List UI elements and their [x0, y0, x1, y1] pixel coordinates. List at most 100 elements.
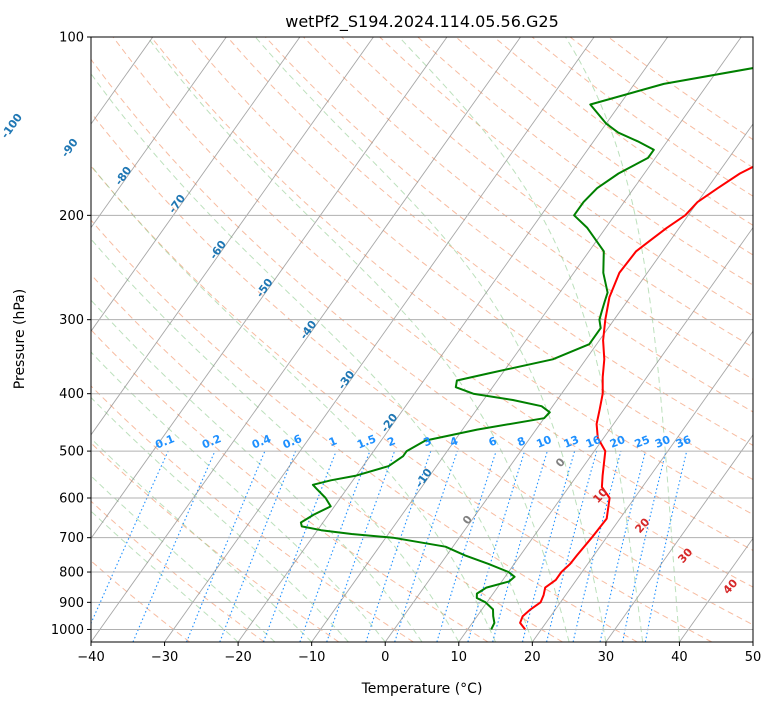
mixing-ratio-line — [299, 450, 371, 642]
dry-adiabat — [91, 329, 489, 642]
dry-adiabat — [91, 442, 340, 642]
dry-adiabat — [150, 37, 753, 516]
mixing-ratio-label: 0.1 — [153, 432, 176, 451]
mixing-ratio-label: 0.2 — [200, 432, 223, 451]
moist-adiabat — [91, 299, 423, 642]
dry-adiabat-label: 20 — [632, 515, 652, 535]
mixing-ratio-line — [219, 450, 297, 642]
mixing-ratio-line — [599, 450, 647, 642]
isotherm-label: -60 — [207, 238, 229, 262]
dry-adiabat — [188, 37, 753, 481]
dry-adiabat — [493, 37, 753, 226]
isotherm — [679, 537, 753, 642]
dry-adiabat — [91, 560, 191, 642]
isotherm — [91, 37, 227, 229]
x-tick-label: 20 — [524, 650, 541, 665]
isotherm — [458, 226, 753, 642]
dry-adiabat — [112, 37, 753, 551]
x-tick-label: 10 — [451, 650, 468, 665]
moist-adiabat — [91, 72, 533, 642]
mixing-ratio-label: 36 — [674, 433, 693, 451]
y-tick-label: 200 — [59, 209, 84, 224]
mixing-ratio-line — [326, 450, 396, 642]
y-tick-label: 100 — [59, 31, 84, 46]
x-tick-label: −10 — [298, 650, 325, 665]
line-labels: -100-90-80-70-60-50-40-30-20-1000.1 0.2 0.… — [0, 111, 741, 597]
mixing-ratio-label: 0.4 — [250, 432, 273, 451]
isotherm-label: -50 — [253, 276, 275, 300]
moist-adiabat — [147, 37, 570, 642]
mixing-ratio-line — [186, 450, 266, 642]
mixing-ratio-line — [436, 450, 497, 642]
x-tick-label: 50 — [745, 650, 762, 665]
x-tick-label: 30 — [598, 650, 615, 665]
mixing-ratio-line — [91, 450, 169, 625]
dry-adiabat — [91, 500, 265, 642]
isotherm-label: -80 — [112, 164, 134, 188]
mixing-ratio-label: 10 — [534, 433, 553, 451]
mixing-ratio-label: 1.5 — [355, 432, 378, 451]
moist-adiabat — [91, 510, 239, 642]
mixing-ratio-label: 30 — [653, 433, 672, 451]
mixing-ratio-line — [521, 450, 576, 642]
x-tick-label: −40 — [77, 650, 104, 665]
dry-adiabat — [91, 165, 713, 642]
dry-adiabat — [265, 37, 753, 413]
mixing-ratio-line — [467, 450, 526, 642]
x-tick-label: −20 — [224, 650, 251, 665]
dry-adiabat — [91, 58, 753, 588]
mixing-ratio-line — [546, 450, 598, 642]
y-tick-label: 800 — [59, 566, 84, 581]
moist-adiabat — [91, 475, 276, 642]
dry-adiabat — [91, 385, 414, 642]
isotherm — [164, 37, 595, 642]
isotherm-label: 0 — [460, 513, 475, 527]
dry-adiabat — [531, 37, 753, 197]
x-axis-label: Temperature (°C) — [361, 681, 483, 697]
x-tick-label: 40 — [671, 650, 688, 665]
isotherm — [605, 434, 753, 642]
y-tick-label: 300 — [59, 313, 84, 328]
mixing-ratio-line — [572, 450, 622, 642]
x-axis: −40 −30 −20 −10 0 10 20 30 40 50 — [77, 642, 761, 665]
mixing-ratio-line — [622, 450, 667, 642]
mixing-ratio-label: 3 — [421, 434, 433, 449]
dewpoint-line — [299, 67, 753, 630]
dry-adiabat — [91, 111, 753, 626]
dry-adiabat — [303, 37, 753, 380]
isotherm — [531, 330, 753, 642]
isotherm — [237, 37, 669, 642]
dry-adiabat — [455, 37, 753, 256]
isotherm-label: -20 — [378, 411, 400, 435]
mixing-ratio-line — [262, 450, 337, 642]
isotherm-label: -100 — [0, 111, 25, 141]
mixing-ratio-label: 8 — [515, 434, 527, 449]
y-tick-label: 500 — [59, 445, 84, 460]
chart-title: wetPf2_S194.2024.114.05.56.G25 — [285, 12, 559, 32]
plot-frame — [90, 36, 754, 643]
mixing-ratio-label: 6 — [487, 434, 499, 449]
isotherm — [752, 641, 753, 642]
moist-adiabat — [565, 37, 680, 642]
isotherm-label: -40 — [297, 318, 319, 342]
isotherm — [91, 37, 448, 540]
isotherm-label: -70 — [166, 192, 188, 216]
y-tick-label: 400 — [59, 387, 84, 402]
isotherm — [91, 37, 374, 436]
dry-adiabat-label: 30 — [675, 545, 695, 565]
moist-adiabat — [91, 396, 349, 642]
traces — [299, 67, 753, 631]
moist-adiabat — [91, 351, 386, 642]
moist-adiabat — [91, 164, 497, 642]
dry-adiabat — [341, 37, 753, 348]
dry-adiabat — [379, 37, 753, 317]
mixing-ratio-label: 16 — [584, 433, 603, 451]
y-tick-label: 1000 — [51, 623, 84, 638]
isotherm-label: -10 — [413, 466, 435, 490]
mixing-ratio-line — [365, 450, 432, 642]
isotherm-label: -30 — [335, 368, 357, 392]
dry-adiabat — [91, 273, 563, 642]
moist-adiabat — [398, 37, 644, 642]
mixing-ratio-label: 13 — [562, 433, 581, 451]
isotherm-label: -90 — [59, 136, 81, 160]
